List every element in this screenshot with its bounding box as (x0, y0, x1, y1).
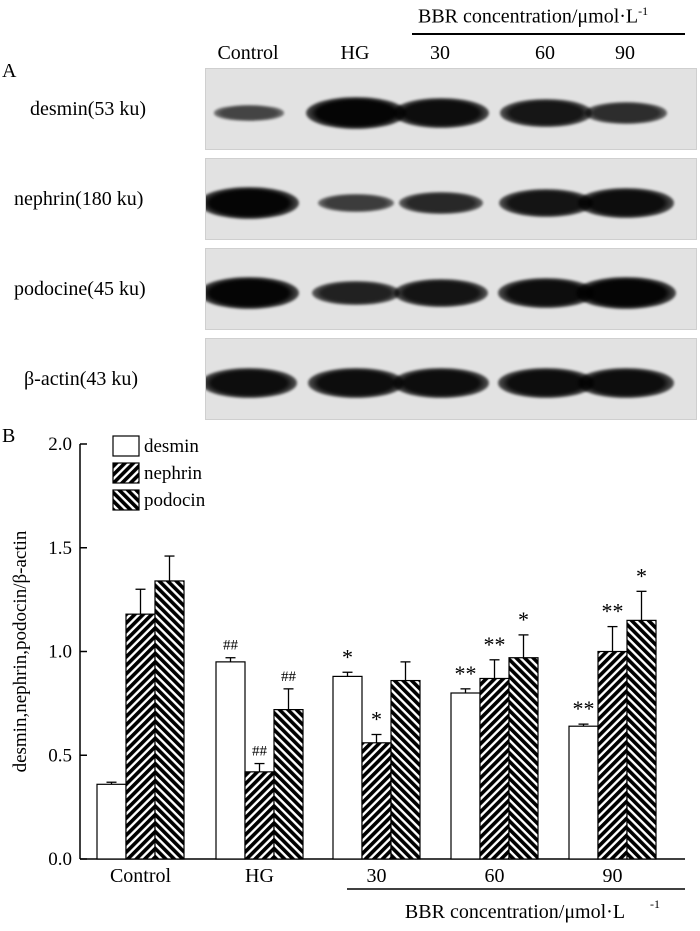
blot-band (576, 277, 676, 309)
legend-label-podocin: podocin (144, 490, 206, 511)
y-tick-label: 1.0 (48, 642, 72, 663)
significance-mark: * (636, 563, 647, 588)
blot-strip (205, 338, 697, 420)
bbr-header: BBR concentration/μmol·L-1 (418, 4, 648, 29)
significance-mark: ** (573, 696, 595, 721)
panel-b-letter: B (2, 425, 16, 447)
bar-nephrin (479, 677, 510, 860)
y-tick-label: 0.5 (48, 745, 72, 766)
x-axis-label: BBR concentration/μmol·L (405, 901, 625, 923)
blot-band (213, 105, 285, 121)
legend-swatch-desmin (112, 435, 140, 457)
blot-band (312, 280, 400, 306)
panel-a-letter: A (2, 60, 17, 82)
bar-podocin (390, 679, 421, 860)
significance-mark: ## (252, 744, 268, 760)
blot-band (393, 368, 489, 398)
blot-label: nephrin(180 ku) (14, 188, 144, 210)
lane-label: Control (217, 42, 279, 64)
significance-mark: ** (484, 632, 506, 657)
y-axis-label: desmin,nephrin,podocin/β-actin (10, 530, 31, 772)
significance-mark: * (371, 707, 382, 732)
significance-mark: ## (223, 638, 239, 654)
lane-label: 30 (430, 42, 450, 64)
x-tick-label: 60 (485, 865, 505, 887)
x-axis-label-sup: -1 (650, 897, 660, 911)
blot-band (206, 187, 299, 219)
legend-swatch-podocin (112, 489, 140, 511)
bbr-header-sup: -1 (638, 4, 649, 18)
lane-label: 90 (615, 42, 635, 64)
bar-desmin (215, 661, 246, 860)
bar-nephrin (244, 771, 275, 860)
x-tick-label: HG (245, 865, 274, 887)
y-tick-label: 2.0 (48, 434, 72, 455)
y-tick-label: 0.0 (48, 849, 72, 870)
blot-band (392, 98, 490, 128)
legend-swatch-nephrin (112, 462, 140, 484)
x-tick-label: Control (110, 865, 172, 887)
blot-label: podocine(45 ku) (14, 278, 146, 300)
bar-desmin (96, 783, 127, 860)
legend-label-desmin: desmin (144, 436, 199, 457)
lane-label: 60 (535, 42, 555, 64)
blot-strip (205, 158, 697, 240)
bar-desmin (450, 692, 481, 860)
bar-desmin (568, 725, 599, 860)
bar-nephrin (125, 613, 156, 860)
blot-band (500, 99, 592, 127)
blot-label: desmin(53 ku) (30, 98, 147, 120)
significance-mark: * (342, 644, 353, 669)
blot-band (394, 278, 488, 308)
significance-mark: ** (455, 661, 477, 686)
blot-band (308, 368, 404, 398)
blot-strip (205, 68, 697, 150)
blot-band (585, 102, 667, 124)
lane-label: HG (340, 42, 370, 64)
bar-podocin (626, 619, 657, 860)
blot-band (206, 368, 297, 398)
bar-podocin (273, 708, 304, 860)
blot-strip (205, 248, 697, 330)
blot-band (498, 368, 594, 398)
blot-band (306, 97, 406, 129)
bbr-header-line (412, 33, 685, 35)
significance-mark: ## (281, 669, 297, 685)
bar-nephrin (597, 650, 628, 860)
bar-desmin (332, 675, 363, 860)
blot-band (499, 188, 593, 218)
significance-mark: * (518, 607, 529, 632)
x-tick-label: 90 (603, 865, 623, 887)
bar-nephrin (361, 742, 392, 860)
bbr-header-text: BBR concentration/μmol·L (418, 5, 639, 28)
bar-podocin (508, 657, 539, 860)
blot-band (206, 277, 299, 309)
significance-mark: ** (602, 599, 624, 624)
blot-label: β-actin(43 ku) (24, 368, 139, 390)
legend-label-nephrin: nephrin (144, 463, 203, 484)
blot-band (578, 188, 674, 218)
x-tick-label: 30 (367, 865, 387, 887)
bar-podocin (154, 580, 185, 860)
blot-band (578, 368, 674, 398)
y-tick-label: 1.5 (48, 538, 72, 559)
blot-band (398, 191, 484, 215)
blot-band (318, 194, 394, 212)
